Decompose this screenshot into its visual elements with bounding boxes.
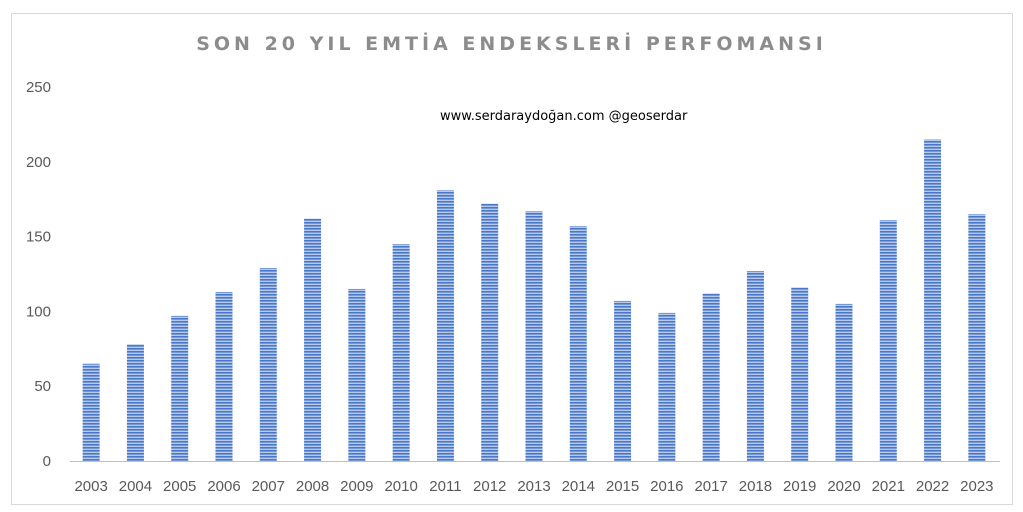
bar-2008	[304, 218, 322, 461]
bar-2012	[481, 203, 499, 462]
bar-2005	[171, 315, 189, 461]
x-tick-label: 2023	[960, 478, 993, 495]
x-tick-label: 2007	[252, 478, 285, 495]
y-tick-label: 150	[26, 229, 51, 246]
watermark-annotation: www.serdaraydoğan.com @geoserdar	[440, 109, 688, 124]
bar-2018	[746, 271, 764, 461]
y-tick-label: 50	[34, 378, 51, 395]
x-tick-label: 2014	[562, 478, 595, 495]
x-tick-label: 2004	[119, 478, 152, 495]
bar-2016	[658, 312, 676, 461]
y-tick-label: 0	[43, 453, 51, 470]
x-tick-label: 2015	[606, 478, 639, 495]
x-tick-label: 2010	[384, 478, 417, 495]
bar-2013	[525, 211, 543, 461]
bar-2006	[215, 291, 233, 461]
y-tick-label: 200	[26, 154, 51, 171]
x-tick-label: 2003	[74, 478, 107, 495]
x-tick-label: 2005	[163, 478, 196, 495]
x-tick-label: 2006	[207, 478, 240, 495]
bar-2010	[392, 244, 410, 461]
bar-2011	[436, 190, 454, 461]
x-tick-label: 2012	[473, 478, 506, 495]
x-tick-label: 2019	[783, 478, 816, 495]
x-tick-label: 2016	[650, 478, 683, 495]
chart-title: SON 20 YIL EMTİA ENDEKSLERİ PERFOMANSI	[196, 33, 827, 55]
x-tick-label: 2018	[739, 478, 772, 495]
x-tick-label: 2011	[429, 478, 461, 495]
x-tick-label: 2022	[916, 478, 949, 495]
bar-2019	[791, 287, 809, 461]
x-tick-label: 2008	[296, 478, 329, 495]
bar-2022	[924, 139, 942, 462]
x-tick-label: 2017	[694, 478, 727, 495]
bar-2023	[968, 214, 986, 461]
bar-2021	[879, 220, 897, 461]
x-tick-label: 2021	[872, 478, 905, 495]
bar-2017	[702, 293, 720, 461]
y-tick-label: 100	[26, 303, 51, 320]
y-tick-label: 250	[26, 79, 51, 96]
bar-2009	[348, 288, 366, 461]
x-tick-label: 2009	[340, 478, 373, 495]
x-tick-label: 2020	[827, 478, 860, 495]
bar-2003	[82, 363, 100, 461]
x-tick-label: 2013	[517, 478, 550, 495]
bar-2004	[126, 344, 144, 461]
bar-2015	[614, 300, 632, 461]
bar-2020	[835, 303, 853, 461]
bar-2014	[569, 226, 587, 461]
bar-2007	[259, 268, 277, 461]
